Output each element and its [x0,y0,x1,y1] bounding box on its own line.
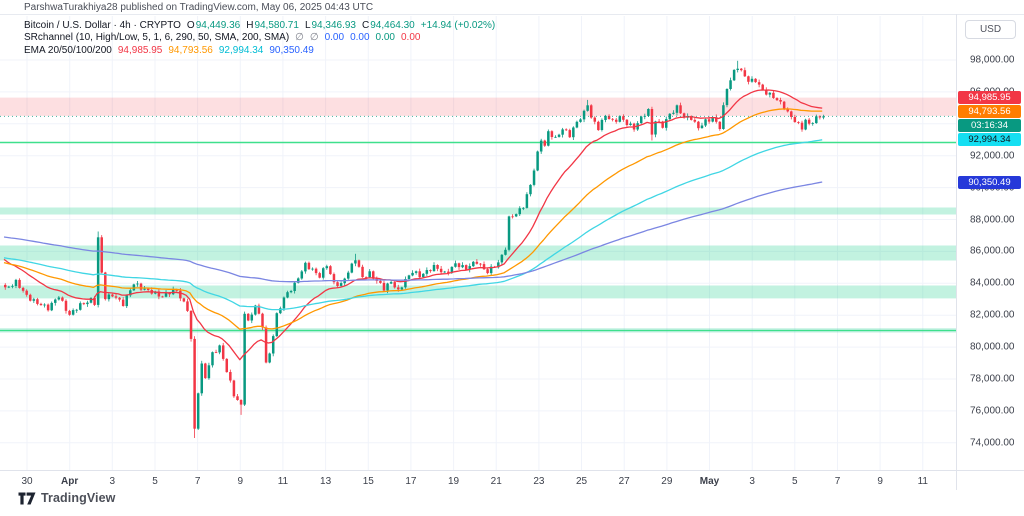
price-axis-tick: 88,000.00 [970,214,1015,225]
indicator-value: 0.00 [401,32,421,44]
indicator-title: SRchannel (10, High/Low, 5, 1, 6, 290, 5… [24,32,290,44]
change-value: +14.94 (+0.02%) [420,20,496,31]
price-axis-tick: 76,000.00 [970,405,1015,417]
currency-toggle-button[interactable]: USD [965,20,1016,39]
ema-50-line[interactable] [3,108,823,330]
time-axis-tick: 3 [109,476,116,487]
ohlc-value: 94,580.71 [254,20,299,31]
support-zone[interactable] [0,207,956,215]
time-axis-tick: 19 [448,476,460,487]
time-axis-tick: Apr [61,476,79,487]
indicator-value: 0.00 [350,32,370,44]
time-axis-tick: 30 [21,476,33,487]
time-axis-tick: 3 [749,476,755,487]
time-axis-tick: 7 [194,476,201,487]
time-axis-tick: 29 [661,476,673,487]
time-axis-tick: 5 [152,476,158,487]
legend-row-symbol[interactable]: Bitcoin / U.S. Dollar · 4h · CRYPTO O94,4… [24,20,495,32]
ema-100-line[interactable] [3,139,823,311]
price-axis-tick: 80,000.00 [970,341,1015,353]
indicator-value: ∅ [309,32,319,44]
time-axis-tick: 9 [237,476,244,487]
price-label: 94,793.56 [958,105,1021,119]
indicator-value: 94,985.95 [117,44,163,56]
price-axis-tick: 86,000.00 [970,245,1015,257]
ema-lines [3,89,823,361]
chart-legend: Bitcoin / U.S. Dollar · 4h · CRYPTO O94,4… [24,20,495,57]
ema-200-line[interactable] [3,181,823,283]
time-axis-tick: May [699,476,720,487]
indicator-value: ∅ [295,32,304,44]
time-axis-tick: 11 [917,476,928,487]
ohlc-value: 94,464.30 [370,20,415,31]
time-axis-tick: 25 [575,476,588,487]
time-axis-tick: 9 [877,476,883,487]
support-zone[interactable] [0,285,956,299]
price-chart[interactable] [0,14,956,470]
time-axis-separator [0,470,1024,471]
price-axis[interactable]: 98,000.0096,000.0094,000.0092,000.0090,0… [957,14,1024,470]
time-axis-tick: 13 [320,476,332,487]
time-axis-tick: 11 [277,476,289,487]
price-label: 90,350.49 [958,175,1021,189]
indicator-title: EMA 20/50/100/200 [24,44,112,56]
tradingview-logo-icon [18,492,36,504]
time-axis-tick: 5 [792,476,798,487]
time-axis-tick: 17 [405,476,417,487]
ohlc-key: L [304,20,311,31]
time-axis-tick: 23 [533,476,545,487]
time-axis-tick: 7 [834,476,841,487]
legend-row-ema[interactable]: EMA 20/50/100/200 94,985.95 94,793.56 92,99… [24,45,495,57]
symbol-interval-market: · 4h · CRYPTO [110,20,181,31]
indicator-value: 0.00 [375,32,395,44]
resistance-zone[interactable] [0,97,956,116]
price-label: 03:16:34 [958,119,1021,133]
tradingview-logo-text: TradingView [41,491,116,505]
ohlc-key: H [246,20,254,31]
price-axis-tick: 78,000.00 [970,373,1015,385]
price-axis-tick: 84,000.00 [970,277,1015,289]
ema-20-line[interactable] [3,89,823,361]
gridlines [0,16,956,470]
tradingview-logo[interactable]: TradingView [18,491,116,505]
price-label: 94,985.95 [958,91,1021,105]
indicator-value: 94,793.56 [168,44,213,56]
legend-row-srchannel[interactable]: SRchannel (10, High/Low, 5, 1, 6, 290, 5… [24,32,495,44]
time-axis-tick: 27 [618,476,630,487]
support-zone[interactable] [0,245,956,261]
price-axis-tick: 92,000.00 [970,150,1015,162]
price-label: 92,994.34 [958,133,1021,147]
time-axis-tick: 15 [362,476,374,487]
publish-info: ParshwaTurakhiya28 published on TradingV… [24,2,374,13]
ohlc-key: C [362,20,370,31]
supply-demand-zones[interactable] [0,97,956,333]
ohlc-value: 94,449.36 [195,20,241,31]
ohlc-key: O [186,20,195,31]
price-axis-separator [956,14,957,490]
indicator-value: 0.00 [324,32,345,44]
time-axis-tick: 21 [490,476,502,487]
price-axis-tick: 74,000.00 [970,437,1015,449]
top-separator [0,14,1024,15]
indicator-value: 92,994.34 [218,44,264,56]
symbol-title: Bitcoin / U.S. Dollar [24,20,111,31]
ohlc-value: 94,346.93 [311,20,357,31]
indicator-value: 90,350.49 [269,44,314,56]
time-axis[interactable]: 30 Apr 3 5 7 9 11 13 15 17 19 21 23 25 27 29 May 3 5 7 9 11 [0,471,956,491]
price-axis-tick: 98,000.00 [970,54,1015,66]
price-axis-tick: 82,000.00 [970,309,1015,321]
